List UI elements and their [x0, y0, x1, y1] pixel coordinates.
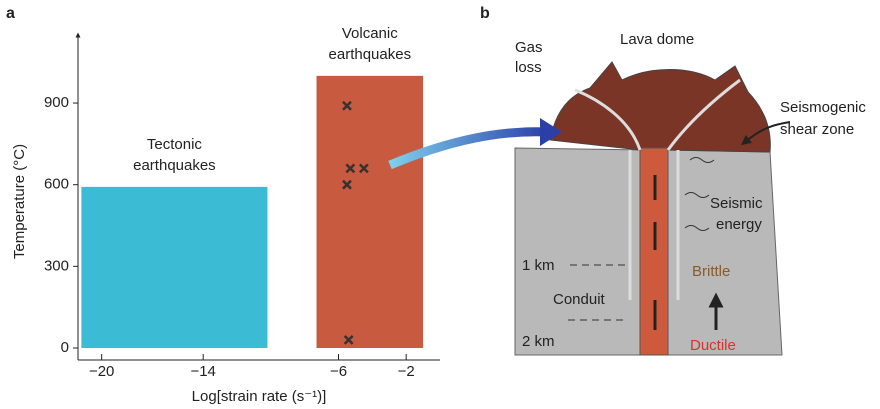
label: 1 km	[522, 257, 555, 274]
label: Seismogenic	[780, 99, 866, 116]
series-label: Volcanic	[342, 25, 398, 42]
label: Seismic	[710, 195, 763, 212]
range-bar	[81, 187, 267, 348]
y-tick-label: 600	[44, 176, 69, 193]
y-tick-label: 0	[61, 339, 69, 356]
diagram: b Lava dome Gas loss Seismogenic shear z…	[390, 5, 866, 355]
label: Gas	[515, 39, 543, 56]
chart: Tectonic earthquakes Volcanic earthquakes 0 3…	[11, 25, 440, 405]
label: 2 km	[522, 333, 555, 350]
label: loss	[515, 59, 542, 76]
x-tick-label: −14	[190, 363, 215, 380]
label: Conduit	[553, 291, 606, 308]
x-axis-label: Log[strain rate (s⁻¹)]	[192, 388, 327, 405]
series-label: earthquakes	[133, 157, 216, 174]
panel-label: a	[6, 5, 15, 22]
x-tick-label: −20	[89, 363, 114, 380]
series-label: earthquakes	[329, 46, 412, 63]
y-tick-label: 900	[44, 94, 69, 111]
label: energy	[716, 216, 762, 233]
x-tick-label: −2	[398, 363, 415, 380]
x-tick-label: −6	[330, 363, 347, 380]
y-tick-label: 300	[44, 257, 69, 274]
label: Brittle	[692, 263, 730, 280]
lava-dome	[550, 62, 770, 152]
label: Lava dome	[620, 31, 694, 48]
label: shear zone	[780, 121, 854, 138]
series-label: Tectonic	[147, 136, 203, 153]
figure: a Tectonic earthquakes Volcanic earthquakes…	[0, 0, 880, 409]
y-axis-label: Temperature (°C)	[11, 144, 28, 259]
range-bar	[317, 76, 424, 348]
label: Ductile	[690, 337, 736, 354]
panel-label: b	[480, 5, 490, 22]
